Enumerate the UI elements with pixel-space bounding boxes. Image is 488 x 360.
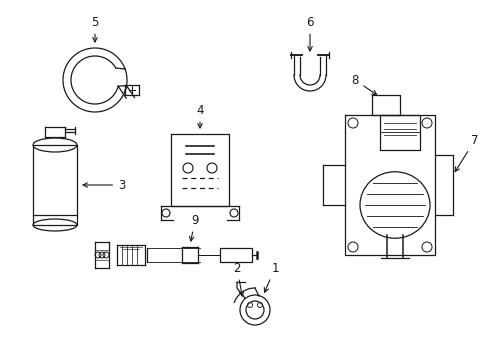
Text: 9: 9 <box>189 213 198 241</box>
Bar <box>33 145 77 225</box>
Text: 4: 4 <box>196 104 203 128</box>
Text: 8: 8 <box>350 73 376 95</box>
Text: 7: 7 <box>454 134 478 172</box>
Text: 6: 6 <box>305 15 313 51</box>
Text: 5: 5 <box>91 15 99 42</box>
Text: 2: 2 <box>233 261 243 296</box>
Text: 3: 3 <box>83 179 125 192</box>
Text: 1: 1 <box>264 261 278 292</box>
Bar <box>220 248 251 262</box>
